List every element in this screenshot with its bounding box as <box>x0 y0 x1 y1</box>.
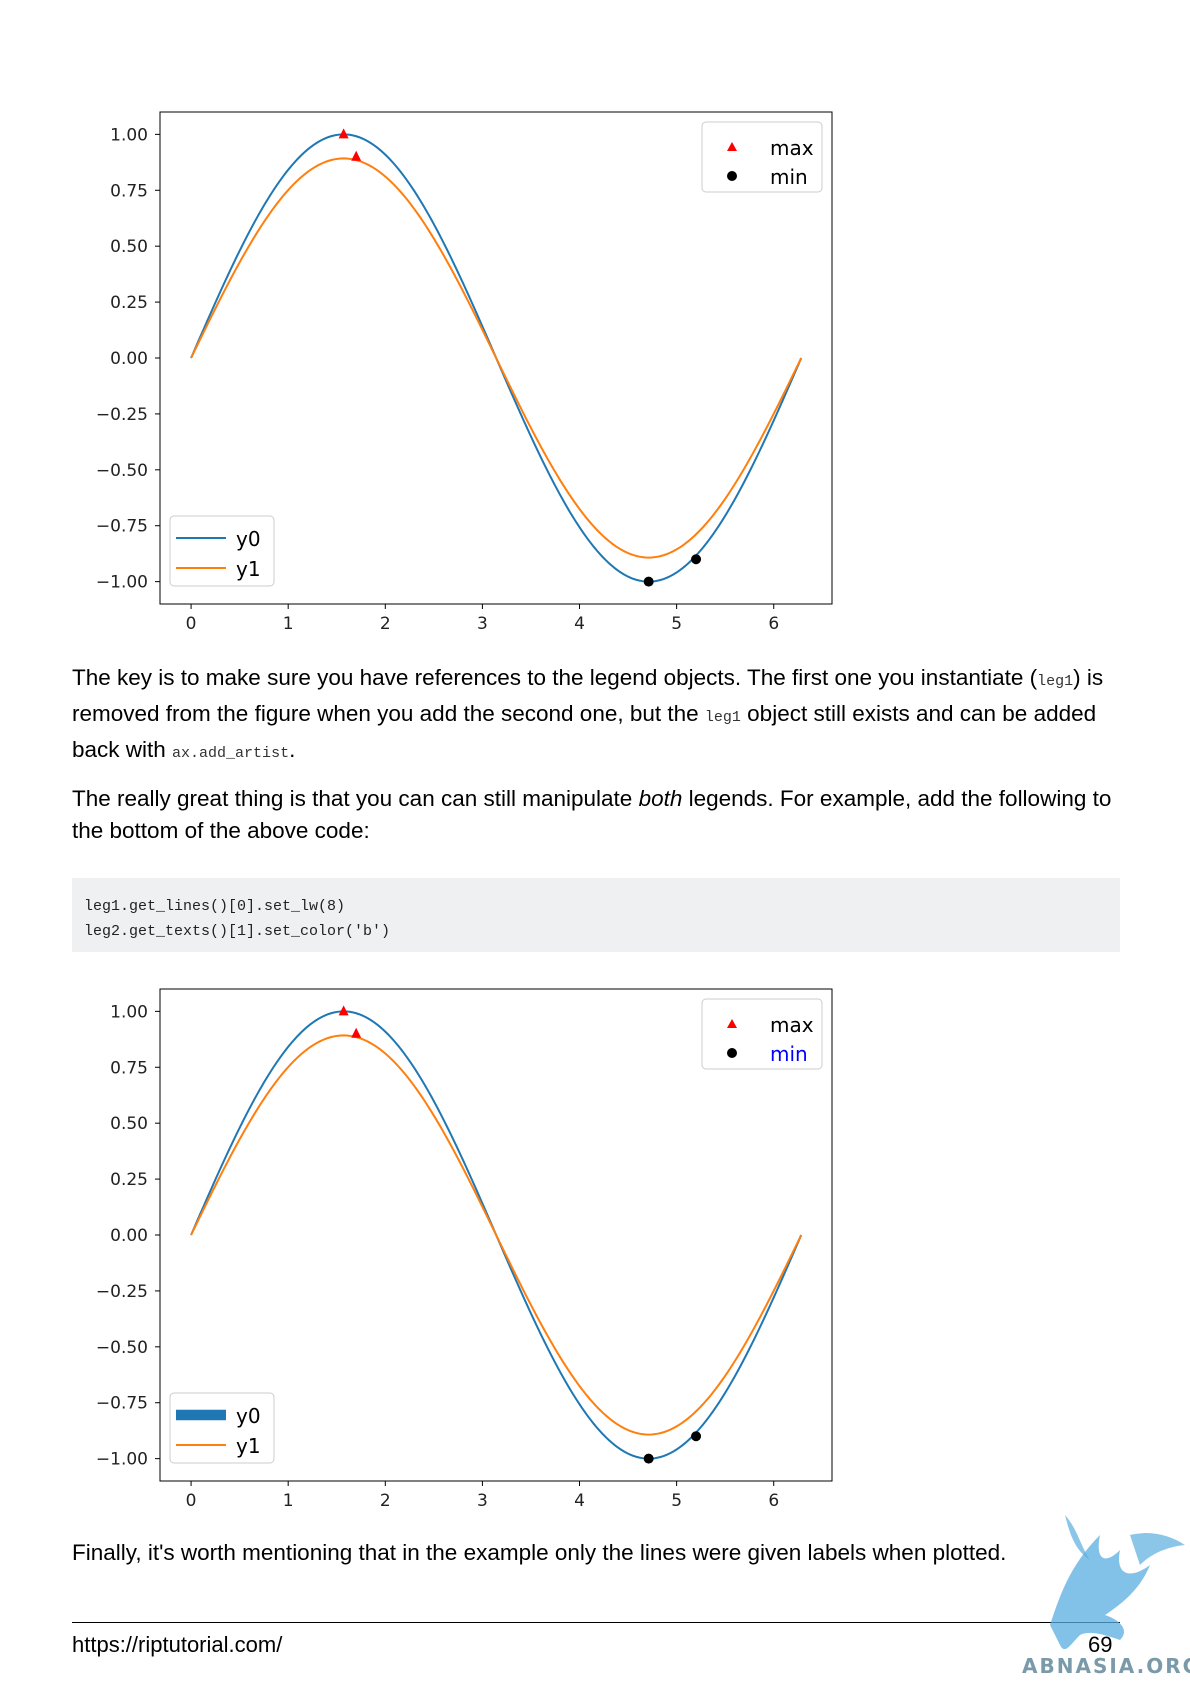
paragraph-finally: Finally, it's worth mentioning that in t… <box>72 1537 1122 1569</box>
min-marker <box>691 554 702 565</box>
max-marker <box>338 128 349 139</box>
y-tick-label: −1.00 <box>96 1450 148 1470</box>
code-add-artist: ax.add_artist <box>172 745 290 762</box>
y-tick-label: 0.50 <box>110 237 148 257</box>
watermark-bird-icon: ABNASIA.ORG <box>1022 1515 1190 1678</box>
y-tick-label: 0.75 <box>110 181 148 201</box>
code-line-2: leg2.get_texts()[1].set_color('b') <box>84 923 391 940</box>
p2-emphasis: both <box>638 786 683 811</box>
legend-y1-label: y1 <box>236 1434 261 1458</box>
code-line-1: leg1.get_lines()[0].set_lw(8) <box>84 898 346 915</box>
max-marker <box>338 1005 349 1016</box>
code-block: leg1.get_lines()[0].set_lw(8) leg2.get_t… <box>72 878 1120 952</box>
watermark-text: ABNASIA.ORG <box>1022 1654 1190 1678</box>
series-line-y1 <box>190 1034 803 1436</box>
legend-min-symbol <box>727 171 737 181</box>
footer-divider <box>72 1622 1120 1623</box>
p1-text-b: ) is removed from the figure when you ad… <box>72 665 1104 726</box>
p1-text-c: object still exists and can be added bac… <box>72 701 1097 762</box>
p2-text-a: The really great thing is that you can c… <box>72 786 639 811</box>
y-tick-label: 0.00 <box>110 1226 148 1246</box>
p2-text-b: legends. For example, add the following … <box>72 786 1112 843</box>
x-tick-label: 4 <box>574 1491 585 1511</box>
y-tick-label: −0.25 <box>96 1282 148 1302</box>
y-tick-label: −0.75 <box>96 517 148 537</box>
y-tick-label: 1.00 <box>110 1002 148 1022</box>
watermark-logo: ABNASIA.ORG <box>1010 1505 1190 1680</box>
max-marker <box>351 1027 362 1038</box>
y-tick-label: −0.75 <box>96 1394 148 1414</box>
paragraph-legend-references: The key is to make sure you have referen… <box>72 662 1122 770</box>
p3-text: Finally, it's worth mentioning that in t… <box>72 1540 1007 1565</box>
x-tick-label: 4 <box>574 614 585 634</box>
legend-min-symbol <box>727 1048 737 1058</box>
p1-text-d: . <box>289 737 296 762</box>
x-tick-label: 3 <box>477 1491 488 1511</box>
x-tick-label: 5 <box>671 1491 682 1511</box>
chart-2: 1.00 0.75 0.50 0.25 0.00 −0.25 −0.50 −0.75 −1.00… <box>60 977 860 1517</box>
legend-max-label: max <box>770 1013 814 1037</box>
x-tick-label: 3 <box>477 614 488 634</box>
legend-max-symbol <box>727 1019 737 1028</box>
y-tick-label: −0.50 <box>96 461 148 481</box>
legend-max-label: max <box>770 136 814 160</box>
x-tick-label: 1 <box>283 1491 294 1511</box>
footer-url[interactable]: https://riptutorial.com/ <box>72 1632 283 1657</box>
paragraph-manipulate-legends: The really great thing is that you can c… <box>72 783 1122 847</box>
min-marker <box>643 576 654 587</box>
chart-2-svg: 1.00 0.75 0.50 0.25 0.00 −0.25 −0.50 −0.75 −1.00… <box>96 988 833 1511</box>
y-tick-label: 0.00 <box>110 349 148 369</box>
x-tick-label: 2 <box>380 614 391 634</box>
legend-min-label: min <box>770 1042 808 1066</box>
y-tick-label: −1.00 <box>96 573 148 593</box>
x-tick-label: 6 <box>768 614 779 634</box>
y-tick-label: 0.25 <box>110 1170 148 1190</box>
series-line-y1 <box>190 157 803 559</box>
min-marker <box>691 1431 702 1442</box>
legend-y0-label: y0 <box>236 1404 261 1428</box>
chart-1: 1.00 0.75 0.50 0.25 0.00 −0.25 −0.50 −0.75 −1.00… <box>60 100 860 640</box>
code-leg1-2: leg1 <box>704 709 741 726</box>
y-tick-label: 0.25 <box>110 293 148 313</box>
y-tick-label: 0.75 <box>110 1058 148 1078</box>
legend-y1-label: y1 <box>236 557 261 581</box>
min-marker <box>643 1453 654 1464</box>
legend-min-label: min <box>770 165 808 189</box>
legend-y0-label: y0 <box>236 527 261 551</box>
chart-1-svg: 1.00 0.75 0.50 0.25 0.00 −0.25 −0.50 −0.75 −1.00… <box>96 111 833 634</box>
x-tick-label: 2 <box>380 1491 391 1511</box>
y-tick-label: 1.00 <box>110 125 148 145</box>
legend-max-symbol <box>727 142 737 151</box>
max-marker <box>351 150 362 161</box>
x-tick-label: 6 <box>768 1491 779 1511</box>
x-tick-label: 0 <box>186 1491 197 1511</box>
p1-text-a: The key is to make sure you have referen… <box>72 665 1038 690</box>
x-tick-label: 0 <box>186 614 197 634</box>
y-tick-label: 0.50 <box>110 1114 148 1134</box>
y-tick-label: −0.25 <box>96 405 148 425</box>
x-tick-label: 1 <box>283 614 294 634</box>
code-leg1: leg1 <box>1037 673 1074 690</box>
x-tick-label: 5 <box>671 614 682 634</box>
y-tick-label: −0.50 <box>96 1338 148 1358</box>
